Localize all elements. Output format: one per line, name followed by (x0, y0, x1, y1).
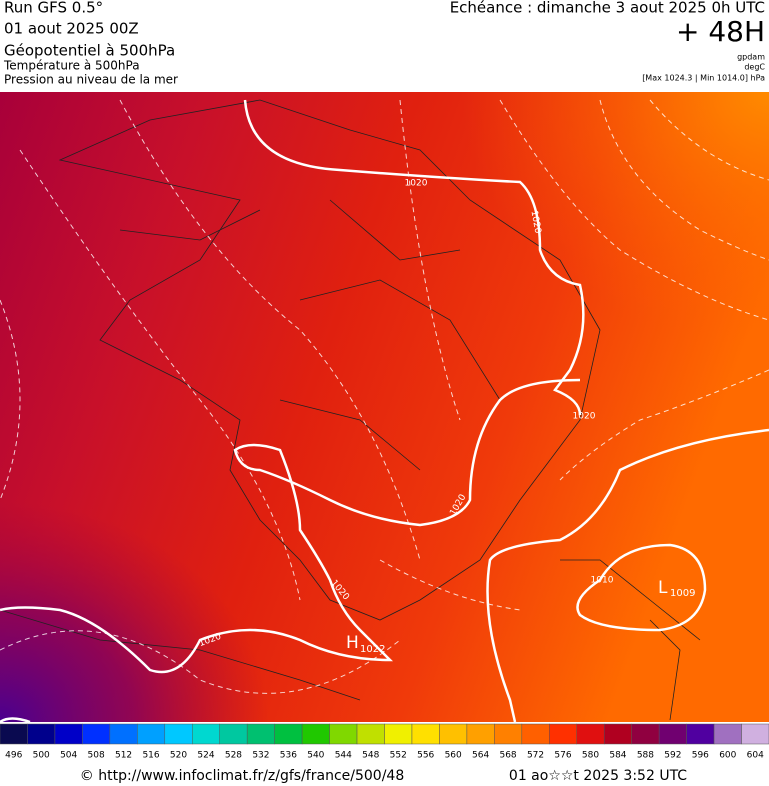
run-date: 01 aout 2025 00Z (4, 20, 139, 38)
param-subtitle: Température à 500hPa (3, 59, 140, 73)
scale-cell (356, 723, 385, 745)
scale-cell (576, 723, 605, 745)
scale-cell (301, 723, 330, 745)
source-url: © http://www.infoclimat.fr/z/gfs/france/… (80, 768, 404, 784)
run-title: Run GFS 0.5° (4, 0, 103, 17)
scale-cell (192, 723, 220, 745)
scale-label: 520 (170, 751, 187, 761)
high-value: 1022 (360, 644, 385, 655)
scale-label: 528 (225, 751, 242, 761)
scale-cell (27, 723, 56, 745)
scale-label: 544 (335, 751, 352, 761)
isobar-label: 1010 (591, 576, 614, 586)
scale-label: 540 (307, 751, 324, 761)
scale-cell (603, 723, 632, 745)
isobar-label: 1020 (529, 210, 543, 235)
scale-cell (686, 723, 715, 745)
scale-cell (521, 723, 550, 745)
scale-cell (494, 723, 523, 745)
isobar-label: 1020 (573, 412, 596, 422)
low-symbol: L (658, 578, 668, 598)
scale-cell (219, 723, 248, 745)
scale-cell (466, 723, 495, 745)
timestamp: 01 ao☆☆t 2025 3:52 UTC (509, 768, 687, 784)
scale-cell (82, 723, 111, 745)
param-subtitle: Pression au niveau de la mer (4, 73, 178, 87)
scale-cell (137, 723, 166, 745)
lead-time: + 48H (676, 15, 765, 48)
pressure-range: [Max 1024.3 | Min 1014.0] hPa (642, 74, 765, 83)
scale-label: 560 (445, 751, 462, 761)
scale-label: 576 (554, 751, 571, 761)
param-title: Géopotentiel à 500hPa (4, 42, 175, 60)
scale-label: 572 (527, 751, 544, 761)
scale-label: 556 (417, 751, 434, 761)
scale-label: 604 (747, 751, 764, 761)
scale-label: 500 (33, 751, 50, 761)
scale-label: 504 (60, 751, 77, 761)
scale-label: 508 (88, 751, 105, 761)
isobar-label: 1020 (405, 179, 428, 189)
scale-label: 524 (197, 751, 214, 761)
scale-cell (631, 723, 660, 745)
scale-cell (274, 723, 303, 745)
scale-label: 588 (637, 751, 654, 761)
scale-label: 596 (692, 751, 709, 761)
scale-cell (329, 723, 358, 745)
scale-cell (164, 723, 193, 745)
scale-cell (713, 723, 742, 745)
scale-label: 580 (582, 751, 599, 761)
scale-label: 512 (115, 751, 132, 761)
scale-cell (549, 723, 577, 745)
unit: degC (744, 63, 765, 72)
scale-label: 564 (472, 751, 489, 761)
scale-cell (658, 723, 687, 745)
scale-label: 532 (252, 751, 269, 761)
scale-cell (54, 723, 83, 745)
map (0, 92, 769, 724)
scale-cell (411, 723, 440, 745)
scale-cell (439, 723, 468, 745)
unit: gpdam (737, 53, 765, 62)
scale-label: 536 (280, 751, 297, 761)
scale-cell (246, 723, 275, 745)
scale-label: 516 (142, 751, 159, 761)
scale-label: 592 (664, 751, 681, 761)
scale-cell (384, 723, 413, 745)
high-symbol: H (346, 633, 359, 653)
scale-label: 496 (5, 751, 22, 761)
scale-label: 600 (719, 751, 736, 761)
forecast-time: Echéance : dimanche 3 aout 2025 0h UTC (450, 0, 765, 17)
scale-cell (109, 723, 138, 745)
scale-cell (741, 723, 769, 745)
scale-label: 552 (390, 751, 407, 761)
scale-cell (0, 723, 28, 745)
low-value: 1009 (670, 588, 695, 599)
scale-label: 548 (362, 751, 379, 761)
scale-label: 568 (499, 751, 516, 761)
scale-label: 584 (609, 751, 626, 761)
